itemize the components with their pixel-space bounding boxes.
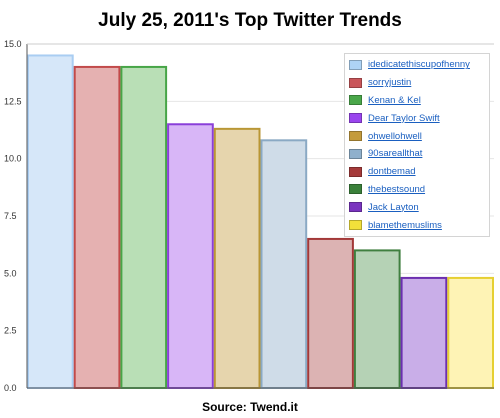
legend-item[interactable]: dontbemad — [349, 163, 485, 181]
legend-item[interactable]: ohwellohwell — [349, 127, 485, 145]
legend-item[interactable]: idedicatethiscupofhenny — [349, 56, 485, 74]
bar-6 — [260, 139, 308, 389]
bar-10 — [447, 276, 494, 390]
y-tick-label: 12.5 — [4, 96, 22, 106]
bar-3 — [120, 65, 168, 390]
legend-label[interactable]: dontbemad — [368, 166, 416, 178]
y-tick-labels: 0.0 2.5 5.0 7.5 10.0 12.5 15.0 — [4, 39, 22, 393]
y-tick-label: 15.0 — [4, 39, 22, 49]
legend-item[interactable]: 90sareallthat — [349, 145, 485, 163]
legend-label[interactable]: idedicatethiscupofhenny — [368, 59, 470, 71]
bars — [27, 54, 494, 390]
y-tick-label: 10.0 — [4, 154, 22, 164]
legend-label[interactable]: Dear Taylor Swift — [368, 112, 440, 124]
axes — [26, 43, 494, 389]
legend-label[interactable]: Jack Layton — [368, 201, 419, 213]
legend-item[interactable]: Dear Taylor Swift — [349, 109, 485, 127]
legend-swatch — [349, 220, 362, 231]
legend-item[interactable]: Kenan & Kel — [349, 92, 485, 110]
chart-title: July 25, 2011's Top Twitter Trends — [98, 10, 402, 31]
bar-9 — [400, 276, 448, 390]
y-tick-label: 2.5 — [4, 326, 17, 336]
legend-label[interactable]: blamethemuslims — [368, 219, 442, 231]
legend-label[interactable]: ohwellohwell — [368, 130, 422, 142]
legend-swatch — [349, 131, 362, 142]
legend-label[interactable]: Kenan & Kel — [368, 94, 421, 106]
legend-label[interactable]: 90sareallthat — [368, 148, 423, 160]
legend-item[interactable]: sorryjustin — [349, 74, 485, 92]
y-tick-label: 0.0 — [4, 383, 17, 393]
legend-swatch — [349, 148, 362, 159]
legend-swatch — [349, 202, 362, 213]
legend-swatch — [349, 113, 362, 124]
legend-item[interactable]: Jack Layton — [349, 198, 485, 216]
legend: idedicatethiscupofhenny sorryjustin Kenan … — [344, 53, 490, 237]
bar-7 — [307, 237, 354, 389]
legend-item[interactable]: blamethemuslims — [349, 216, 485, 234]
bar-5 — [213, 127, 261, 389]
bar-4 — [167, 123, 214, 390]
legend-label[interactable]: sorryjustin — [368, 77, 412, 89]
legend-swatch — [349, 95, 362, 106]
chart-source: Source: Twend.it — [202, 400, 298, 414]
legend-swatch — [349, 184, 362, 195]
y-tick-label: 7.5 — [4, 211, 17, 221]
bar-2 — [73, 65, 121, 390]
legend-item[interactable]: thebestsound — [349, 181, 485, 199]
bar-8 — [353, 249, 401, 389]
legend-swatch — [349, 77, 362, 88]
bar-1 — [27, 54, 74, 389]
legend-swatch — [349, 166, 362, 177]
y-tick-label: 5.0 — [4, 268, 17, 278]
legend-label[interactable]: thebestsound — [368, 183, 426, 195]
legend-swatch — [349, 59, 362, 70]
